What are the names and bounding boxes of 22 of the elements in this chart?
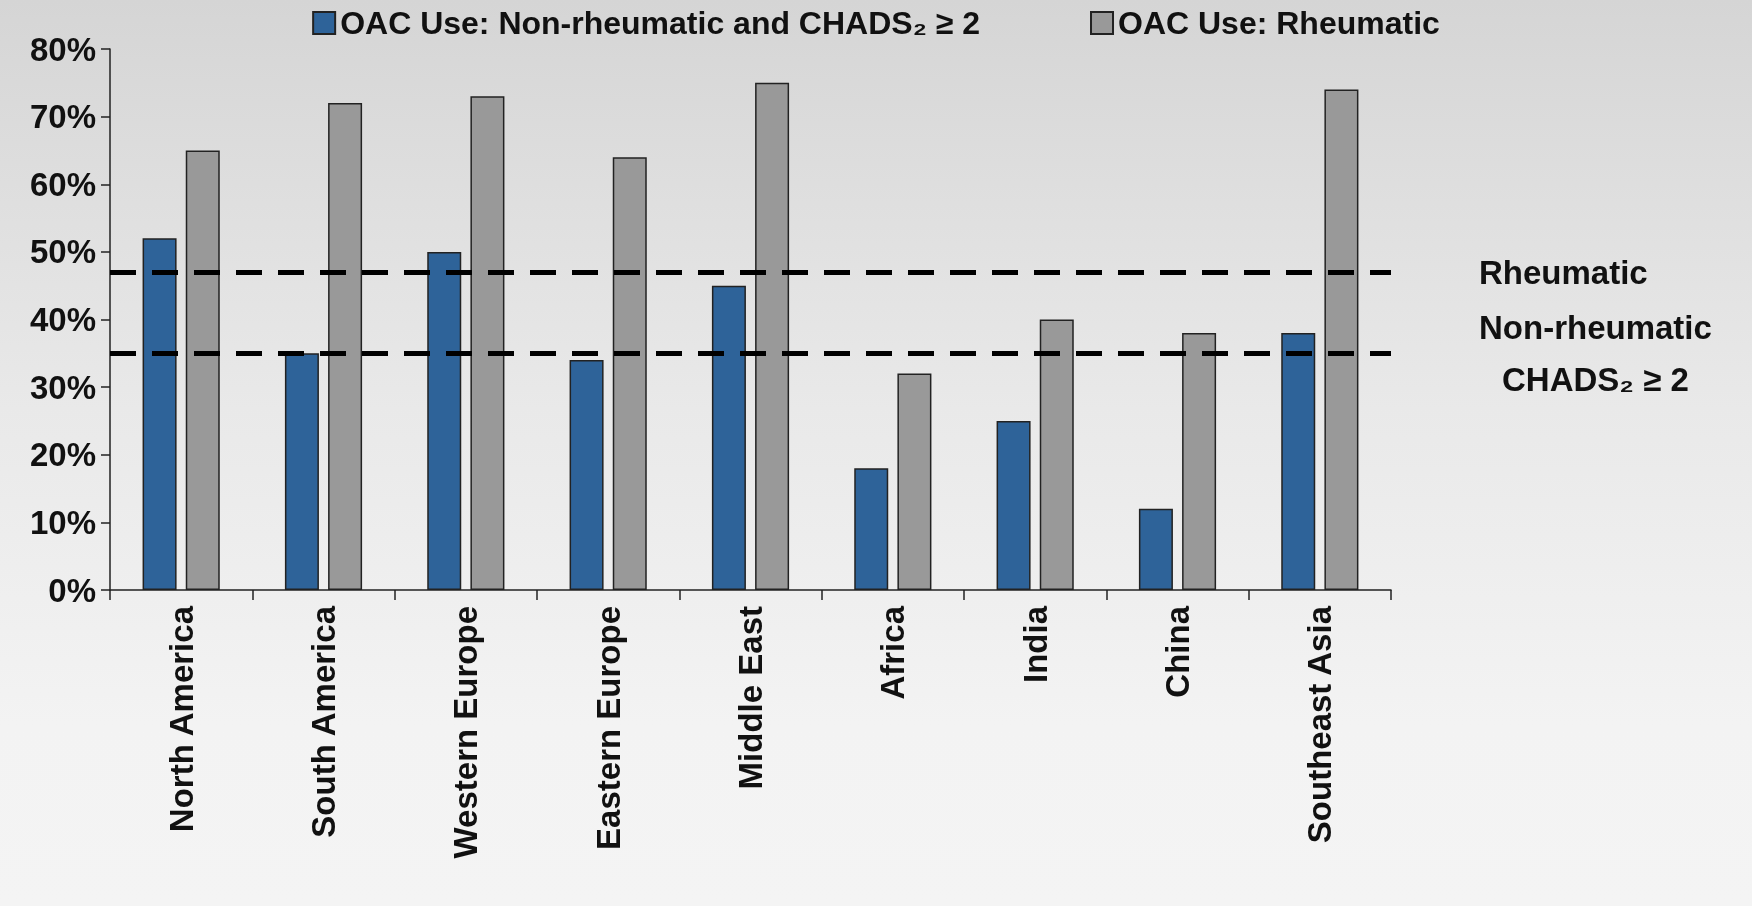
y-tick-label: 70% [29,98,96,136]
x-tick-label: China [1159,605,1196,698]
x-tick-label: Africa [874,605,912,700]
x-tick-label: North America [162,605,200,833]
y-tick-label: 80% [29,30,96,68]
x-tick-label: India [1016,605,1054,684]
y-tick-label: 0% [48,571,96,609]
x-tick-label: Middle East [732,606,769,790]
x-tick-label: Western Europe [447,606,485,859]
x-tick-label: Southeast Asia [1301,605,1339,844]
y-tick-label: 40% [29,301,96,338]
x-tick-label: South America [305,605,342,838]
legend-label: OAC Use: Non-rheumatic and CHADS₂ ≥ 2 [340,5,981,41]
y-tick-label: 60% [29,165,96,203]
y-tick-label: 10% [29,503,96,541]
ref-line-label: Non-rheumatic CHADS₂ ≥ 2 [1479,308,1712,398]
y-tick-label: 20% [29,436,96,474]
y-tick-label: 50% [29,233,96,271]
y-tick-label: 30% [29,368,96,406]
legend-label: OAC Use: Rheumatic [1118,5,1440,41]
ref-line-label: Rheumatic [1478,253,1648,291]
x-tick-label: Eastern Europe [589,606,627,850]
